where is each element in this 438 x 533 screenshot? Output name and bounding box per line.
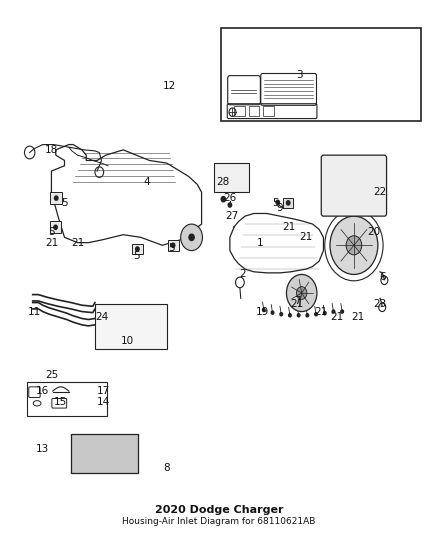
Circle shape: [341, 310, 343, 313]
Circle shape: [286, 201, 290, 205]
Circle shape: [330, 216, 378, 274]
Circle shape: [54, 225, 57, 229]
Bar: [50, 192, 62, 204]
Text: 21: 21: [314, 306, 328, 317]
Text: 21: 21: [282, 222, 295, 232]
Text: 14: 14: [97, 397, 110, 407]
Text: 5: 5: [272, 198, 279, 208]
Circle shape: [271, 311, 274, 314]
Bar: [168, 240, 179, 251]
Text: 8: 8: [163, 463, 170, 473]
Text: 5: 5: [168, 243, 174, 253]
Bar: [27, 382, 107, 416]
Bar: [50, 221, 61, 233]
Text: 5: 5: [61, 198, 68, 208]
Text: 2: 2: [240, 270, 246, 279]
Text: 22: 22: [374, 187, 387, 197]
Text: 15: 15: [53, 397, 67, 407]
Circle shape: [54, 196, 58, 200]
Circle shape: [189, 234, 194, 240]
Bar: [283, 198, 293, 208]
Text: 1: 1: [257, 238, 264, 248]
Circle shape: [262, 309, 265, 312]
Bar: [249, 107, 259, 116]
Text: 27: 27: [226, 211, 239, 221]
Circle shape: [228, 203, 232, 207]
Circle shape: [297, 314, 300, 317]
Text: 23: 23: [374, 298, 387, 309]
Text: 3: 3: [296, 70, 303, 79]
Text: 21: 21: [300, 232, 313, 243]
Bar: [263, 107, 274, 116]
Circle shape: [289, 314, 291, 317]
Text: 20: 20: [367, 227, 380, 237]
Circle shape: [323, 312, 326, 315]
Text: 10: 10: [121, 336, 134, 346]
Text: 21: 21: [45, 238, 58, 248]
Text: 4: 4: [144, 176, 151, 187]
Text: Housing-Air Inlet Diagram for 68110621AB: Housing-Air Inlet Diagram for 68110621AB: [122, 516, 316, 526]
Text: 9: 9: [277, 203, 283, 213]
Circle shape: [136, 247, 139, 251]
Circle shape: [181, 224, 202, 251]
Text: 13: 13: [36, 445, 49, 455]
Bar: [234, 107, 245, 116]
Circle shape: [306, 314, 309, 317]
Circle shape: [315, 313, 318, 316]
Text: 7: 7: [294, 296, 300, 306]
Text: 26: 26: [223, 192, 237, 203]
Circle shape: [280, 313, 283, 316]
Text: 2020 Dodge Charger: 2020 Dodge Charger: [155, 505, 283, 515]
Text: 21: 21: [352, 312, 365, 322]
Bar: [221, 28, 421, 120]
Text: 12: 12: [162, 81, 176, 91]
Bar: [132, 244, 143, 254]
Text: 11: 11: [28, 306, 41, 317]
Circle shape: [332, 310, 335, 313]
Text: 25: 25: [45, 370, 58, 380]
Text: 21: 21: [330, 312, 343, 322]
Circle shape: [297, 287, 307, 300]
Text: 19: 19: [256, 306, 269, 317]
Text: 18: 18: [45, 145, 58, 155]
Circle shape: [276, 200, 279, 205]
Text: 28: 28: [217, 176, 230, 187]
Text: 5: 5: [48, 227, 55, 237]
Text: 5: 5: [133, 251, 140, 261]
Circle shape: [346, 236, 362, 255]
Circle shape: [221, 197, 226, 202]
Bar: [95, 304, 167, 349]
Circle shape: [286, 274, 317, 312]
Circle shape: [171, 243, 175, 247]
Bar: [71, 433, 138, 473]
Text: 21: 21: [291, 298, 304, 309]
Text: 6: 6: [379, 272, 385, 282]
Text: 24: 24: [95, 312, 108, 322]
Text: 21: 21: [71, 238, 84, 248]
Text: 17: 17: [97, 386, 110, 396]
FancyBboxPatch shape: [321, 155, 387, 216]
Text: 16: 16: [36, 386, 49, 396]
Bar: [214, 163, 249, 192]
